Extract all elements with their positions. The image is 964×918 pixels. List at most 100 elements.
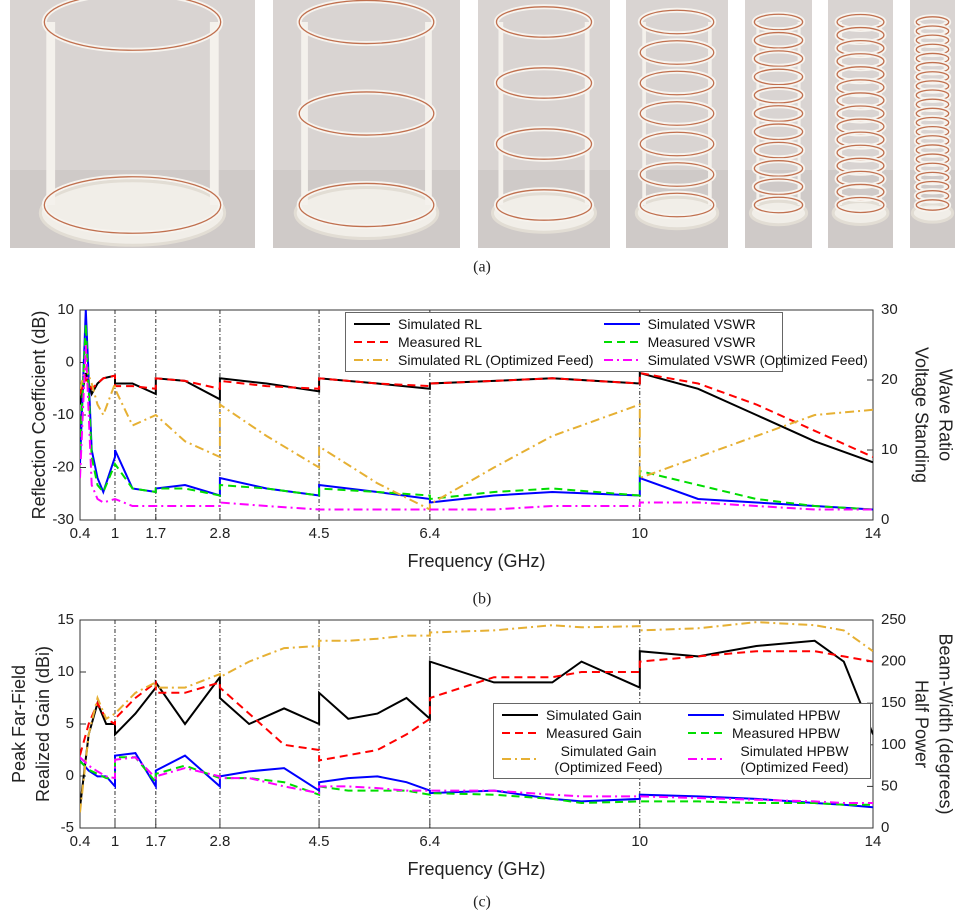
legend-label: Simulated RL	[398, 316, 483, 332]
legend-entry: Measured RL	[352, 334, 594, 350]
y2-tick-label: 100	[881, 736, 906, 753]
antenna-wire	[753, 13, 804, 31]
y2-tick-label: 150	[881, 694, 906, 711]
legend-label: Simulated VSWR (Optimized Feed)	[647, 352, 868, 368]
legend-swatch	[502, 732, 538, 734]
antenna-post	[839, 22, 843, 205]
series-line	[80, 364, 873, 512]
antenna-wire	[753, 160, 804, 177]
antenna-wire	[753, 31, 804, 49]
antenna-wire	[836, 196, 885, 214]
antenna-post	[708, 22, 712, 205]
y-tick-label: 0	[66, 767, 74, 784]
antenna-post	[584, 22, 590, 205]
antenna-base	[490, 192, 598, 234]
x-tick-label: 2.8	[210, 833, 231, 850]
series-line	[80, 752, 873, 809]
legend-swatch	[603, 323, 640, 325]
legend-swatch	[502, 714, 538, 716]
antenna-base	[293, 185, 440, 241]
panel-caption: (c)	[473, 894, 491, 911]
y-tick-label: -10	[52, 406, 74, 423]
antenna-post	[642, 22, 646, 205]
legend-label: Measured HPBW	[732, 725, 841, 741]
antenna-wire	[639, 162, 715, 187]
x-tick-label: 6.4	[419, 833, 440, 850]
legend: Simulated Gain Simulated HPBW Measured Gai…	[493, 703, 871, 779]
antenna-wire	[298, 91, 435, 136]
antenna-wire	[495, 189, 593, 221]
y-tick-label: 0	[66, 353, 74, 370]
antenna-wire	[639, 192, 715, 218]
antenna-wire	[639, 40, 715, 65]
legend-swatch	[603, 341, 640, 343]
y2-tick-label: 30	[881, 301, 898, 318]
y2-tick-label: 0	[881, 511, 889, 528]
x-tick-label: 14	[865, 833, 882, 850]
antenna-wire	[639, 70, 715, 96]
antenna-wire	[298, 0, 435, 45]
series-line	[80, 621, 873, 813]
y2-axis-label: Wave Ratio	[935, 369, 955, 461]
legend-swatch	[603, 359, 640, 361]
y2-tick-label: 200	[881, 653, 906, 670]
y2-tick-label: 20	[881, 371, 898, 388]
y-tick-label: 15	[57, 611, 74, 628]
x-tick-label: 1	[111, 833, 119, 850]
antenna-wire	[753, 86, 804, 104]
x-tick-label: 10	[631, 525, 648, 542]
legend-label: Simulated VSWR	[647, 316, 756, 332]
x-axis-label: Frequency (GHz)	[407, 859, 545, 879]
legend-swatch	[354, 341, 390, 343]
panel-caption: (b)	[473, 591, 492, 608]
legend-swatch	[354, 359, 390, 361]
x-tick-label: 0.4	[70, 833, 91, 850]
legend-entry: Simulated HPBW	[686, 707, 864, 723]
legend-label: Measured Gain	[546, 725, 642, 741]
series-line	[80, 756, 873, 804]
antenna-post	[797, 22, 801, 205]
antenna-post	[498, 22, 504, 205]
y-tick-label: -30	[52, 511, 74, 528]
antenna-post	[46, 22, 56, 205]
antenna-post	[209, 22, 219, 205]
y2-tick-label: 10	[881, 441, 898, 458]
y2-tick-label: 0	[881, 819, 889, 836]
antenna-wire	[495, 128, 593, 160]
antenna-wire	[753, 50, 804, 67]
y2-axis-label: Beam-Width (degrees)	[935, 633, 955, 814]
antenna-wire	[639, 9, 715, 35]
antenna-post	[878, 22, 882, 205]
legend: Simulated RL Simulated VSWR Measured RL Mea…	[345, 312, 868, 372]
antenna-wire	[753, 68, 804, 86]
antenna-wire	[639, 131, 715, 157]
antenna-wire	[753, 141, 804, 159]
antenna-post	[425, 22, 432, 205]
y-tick-label: -5	[61, 819, 74, 836]
x-tick-label: 2.8	[210, 525, 231, 542]
antenna-post	[756, 22, 760, 205]
series-line	[80, 650, 873, 762]
legend-entry: Simulated Gain (Optimized Feed)	[500, 743, 678, 775]
legend-entry: Simulated HPBW (Optimized Feed)	[686, 743, 864, 775]
x-tick-label: 1.7	[145, 525, 166, 542]
x-tick-label: 10	[631, 833, 648, 850]
y-tick-label: 10	[57, 663, 74, 680]
y-axis-label: Realized Gain (dBi)	[33, 646, 53, 802]
antenna-wire	[753, 123, 804, 141]
antenna-wire	[43, 0, 222, 51]
antenna-wire	[43, 176, 222, 234]
x-tick-label: 4.5	[309, 525, 330, 542]
legend-label: Simulated Gain (Optimized Feed)	[554, 743, 663, 775]
x-tick-label: 1	[111, 525, 119, 542]
panel-caption: (a)	[473, 259, 491, 276]
antenna-wire	[298, 182, 435, 228]
y-tick-label: 5	[66, 715, 74, 732]
antenna-post	[918, 22, 922, 205]
antenna-wire	[639, 101, 715, 126]
legend-label: Simulated Gain	[546, 707, 642, 723]
antenna-post	[943, 22, 947, 205]
series-line	[80, 371, 873, 464]
legend-label: Measured VSWR	[647, 334, 756, 350]
x-tick-label: 4.5	[309, 833, 330, 850]
